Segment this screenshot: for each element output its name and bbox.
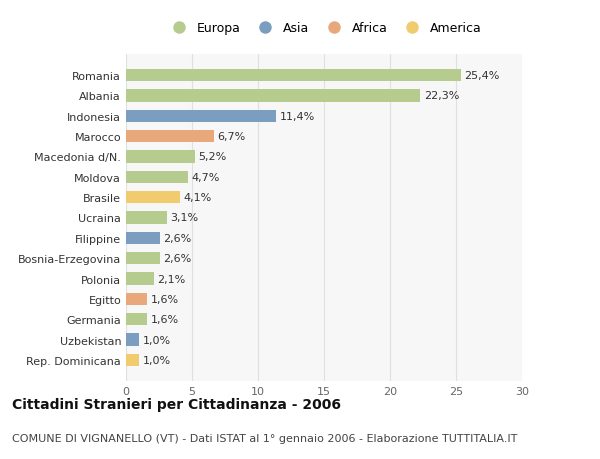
- Bar: [126, 90, 421, 102]
- Bar: [126, 192, 180, 204]
- Text: 2,1%: 2,1%: [157, 274, 185, 284]
- Text: 1,0%: 1,0%: [143, 355, 170, 365]
- Bar: [126, 131, 214, 143]
- Bar: [126, 252, 160, 265]
- Text: 25,4%: 25,4%: [464, 71, 500, 81]
- Bar: [126, 273, 154, 285]
- Bar: [126, 334, 139, 346]
- Bar: [126, 70, 461, 82]
- Text: 22,3%: 22,3%: [424, 91, 459, 101]
- Legend: Europa, Asia, Africa, America: Europa, Asia, Africa, America: [166, 22, 482, 35]
- Text: 6,7%: 6,7%: [218, 132, 246, 142]
- Bar: [126, 111, 277, 123]
- Text: 2,6%: 2,6%: [164, 233, 192, 243]
- Text: COMUNE DI VIGNANELLO (VT) - Dati ISTAT al 1° gennaio 2006 - Elaborazione TUTTITA: COMUNE DI VIGNANELLO (VT) - Dati ISTAT a…: [12, 433, 517, 442]
- Bar: [126, 293, 147, 305]
- Text: 5,2%: 5,2%: [198, 152, 226, 162]
- Bar: [126, 313, 147, 325]
- Text: 1,6%: 1,6%: [151, 294, 179, 304]
- Text: 4,7%: 4,7%: [191, 173, 220, 182]
- Text: 2,6%: 2,6%: [164, 254, 192, 263]
- Bar: [126, 232, 160, 244]
- Bar: [126, 354, 139, 366]
- Bar: [126, 212, 167, 224]
- Text: Cittadini Stranieri per Cittadinanza - 2006: Cittadini Stranieri per Cittadinanza - 2…: [12, 397, 341, 412]
- Text: 11,4%: 11,4%: [280, 112, 315, 122]
- Text: 3,1%: 3,1%: [170, 213, 199, 223]
- Bar: [126, 171, 188, 184]
- Text: 4,1%: 4,1%: [184, 193, 212, 203]
- Text: 1,6%: 1,6%: [151, 314, 179, 325]
- Text: 1,0%: 1,0%: [143, 335, 170, 345]
- Bar: [126, 151, 194, 163]
